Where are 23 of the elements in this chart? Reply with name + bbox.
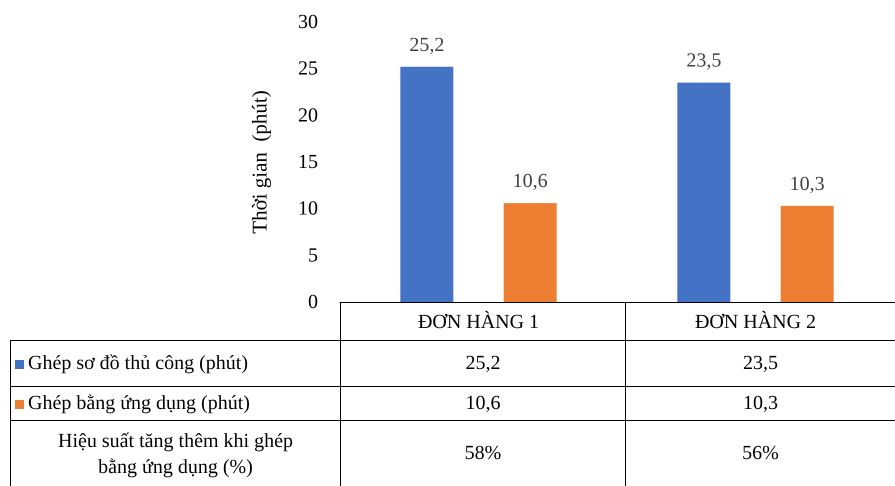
x-tick-label: ĐƠN HÀNG 2	[694, 310, 816, 333]
text: 10,6	[512, 170, 548, 192]
text: Hiệu suất tăng thêm khi ghép bằng ứng dụng (%)	[10, 420, 340, 486]
text: 23,5	[686, 50, 722, 72]
data-label: 23,5	[626, 340, 895, 386]
text: 58%	[340, 420, 626, 486]
data-label: 10,6	[340, 386, 626, 420]
x-tick-label: ĐƠN HÀNG 1	[418, 310, 540, 333]
text: 10,3	[790, 172, 825, 195]
y-tick-label: 20	[298, 104, 318, 126]
y-tick-label: 5	[308, 244, 318, 266]
legend-label: Ghép bằng ứng dụng (phút)	[28, 392, 250, 414]
text: 56%	[626, 420, 895, 486]
y-tick-label: 30	[298, 11, 318, 33]
y-tick-label: 15	[298, 151, 318, 173]
data-label: 10,3	[626, 386, 895, 420]
legend-label: Ghép sơ đồ thủ công (phút)	[28, 352, 248, 374]
y-tick-label: 0	[308, 291, 318, 313]
y-tick-label: 10	[298, 198, 318, 220]
text: 25,2	[409, 34, 444, 56]
data-label: 25,2	[340, 340, 626, 386]
y-tick-label: 25	[298, 58, 318, 80]
y-axis-title: Thời gian (phút)	[248, 90, 272, 234]
